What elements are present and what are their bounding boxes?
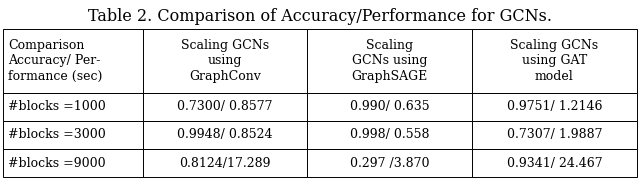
Text: Scaling GCNs
using GAT
model: Scaling GCNs using GAT model: [510, 39, 598, 83]
Text: 0.998/ 0.558: 0.998/ 0.558: [350, 128, 429, 141]
Text: 0.7300/ 0.8577: 0.7300/ 0.8577: [177, 100, 273, 113]
Bar: [307, 149, 472, 177]
Bar: [307, 29, 472, 93]
Bar: [3, 149, 143, 177]
Text: 0.9948/ 0.8524: 0.9948/ 0.8524: [177, 128, 273, 141]
Text: Table 2. Comparison of Accuracy/Performance for GCNs.: Table 2. Comparison of Accuracy/Performa…: [88, 8, 552, 25]
Text: 0.297 /3.870: 0.297 /3.870: [350, 157, 429, 170]
Bar: [3, 121, 143, 149]
Bar: [143, 121, 307, 149]
Bar: [472, 121, 637, 149]
Bar: [472, 149, 637, 177]
Bar: [472, 29, 637, 93]
Text: Scaling GCNs
using
GraphConv: Scaling GCNs using GraphConv: [181, 39, 269, 83]
Bar: [143, 93, 307, 121]
Bar: [472, 93, 637, 121]
Text: Comparison
Accuracy/ Per-
formance (sec): Comparison Accuracy/ Per- formance (sec): [8, 39, 102, 83]
Bar: [143, 29, 307, 93]
Text: #blocks =3000: #blocks =3000: [8, 128, 106, 141]
Bar: [307, 93, 472, 121]
Text: #blocks =1000: #blocks =1000: [8, 100, 106, 113]
Bar: [3, 29, 143, 93]
Text: #blocks =9000: #blocks =9000: [8, 157, 106, 170]
Bar: [3, 93, 143, 121]
Text: 0.990/ 0.635: 0.990/ 0.635: [350, 100, 429, 113]
Bar: [143, 149, 307, 177]
Bar: [307, 121, 472, 149]
Text: Scaling
GCNs using
GraphSAGE: Scaling GCNs using GraphSAGE: [351, 39, 428, 83]
Text: 0.7307/ 1.9887: 0.7307/ 1.9887: [507, 128, 602, 141]
Text: 0.9341/ 24.467: 0.9341/ 24.467: [507, 157, 602, 170]
Text: 0.9751/ 1.2146: 0.9751/ 1.2146: [507, 100, 602, 113]
Text: 0.8124/17.289: 0.8124/17.289: [179, 157, 271, 170]
